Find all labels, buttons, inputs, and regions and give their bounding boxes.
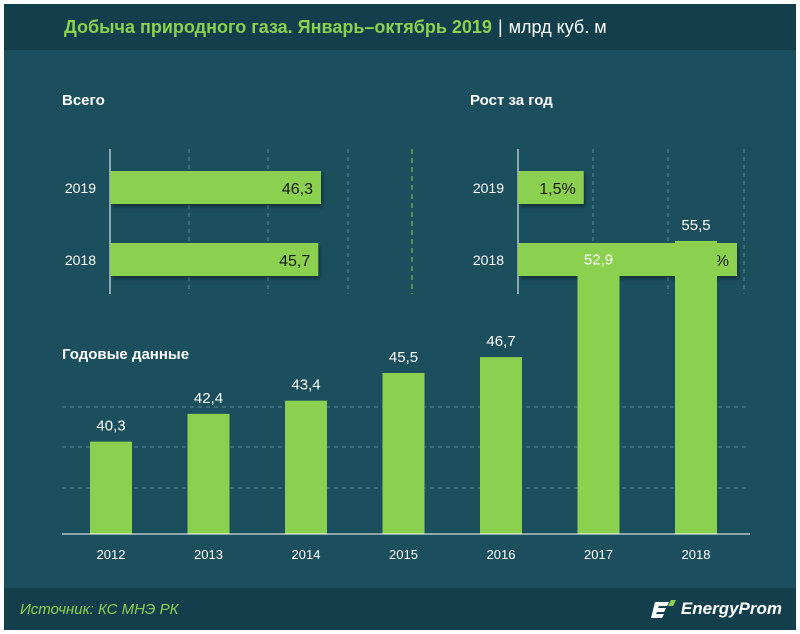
vbar-category-2: 2014 <box>292 547 321 562</box>
vbar-2017 <box>577 275 620 534</box>
title-text: Добыча природного газа. Январь–октябрь 2… <box>64 17 492 37</box>
title-separator: | <box>497 17 503 37</box>
vbar-category-0: 2012 <box>97 547 126 562</box>
vbar-data-label-6: 55,5 <box>681 217 710 234</box>
vbar-data-label-1: 42,4 <box>194 390 223 407</box>
vbar-2012 <box>90 441 132 534</box>
vbar-2013 <box>187 413 230 534</box>
vbar-data-label-5: 52,9 <box>584 251 613 268</box>
infographic: Добыча природного газа. Январь–октябрь 2… <box>4 4 796 630</box>
vbar-category-1: 2013 <box>194 547 223 562</box>
header-bar: Добыча природного газа. Январь–октябрь 2… <box>4 4 796 50</box>
hbar-category-1-1: 2018 <box>473 252 504 268</box>
energyprom-logo-icon <box>650 600 676 618</box>
vbar-data-label-4: 46,7 <box>486 333 515 350</box>
panel-title-annual: Годовые данные <box>62 346 190 363</box>
panel-title-growth: Рост за год <box>470 92 553 109</box>
hbar-0-2019 <box>110 171 321 204</box>
vbar-data-label-3: 45,5 <box>389 349 418 366</box>
vbar-2018 <box>675 240 717 534</box>
logo-text: EnergyProm <box>680 599 782 618</box>
hbar-data-label-0-0: 46,3 <box>282 181 313 198</box>
vbar-data-label-0: 40,3 <box>96 418 125 435</box>
hbar-data-label-0-1: 45,7 <box>279 253 310 270</box>
vbar-category-4: 2016 <box>487 547 516 562</box>
vbar-2014 <box>285 400 327 534</box>
hbar-category-0-0: 2019 <box>65 180 96 196</box>
brand-logo: EnergyProm <box>650 596 782 622</box>
vbar-category-3: 2015 <box>389 547 418 562</box>
footer-bar: Источник: КС МНЭ РК EnergyProm <box>4 588 796 630</box>
vbar-2015 <box>382 372 425 534</box>
source-note: Источник: КС МНЭ РК <box>20 601 179 618</box>
panel-title-total: Всего <box>62 92 105 109</box>
hbar-category-0-1: 2018 <box>65 252 96 268</box>
hbar-data-label-1-0: 1,5% <box>539 181 575 198</box>
vbar-category-6: 2018 <box>682 547 711 562</box>
vbar-data-label-2: 43,4 <box>291 377 320 394</box>
hbar-0-2018 <box>110 243 319 276</box>
charts-canvas: 201946,3201845,720191,5%20185,0%40,32012… <box>62 149 750 562</box>
page-title: Добыча природного газа. Январь–октябрь 2… <box>64 17 607 38</box>
hbar-category-1-0: 2019 <box>473 180 504 196</box>
vbar-category-5: 2017 <box>584 547 613 562</box>
vbar-2016 <box>480 357 522 534</box>
title-unit: млрд куб. м <box>508 17 607 37</box>
hbar-1-2019 <box>518 171 584 204</box>
